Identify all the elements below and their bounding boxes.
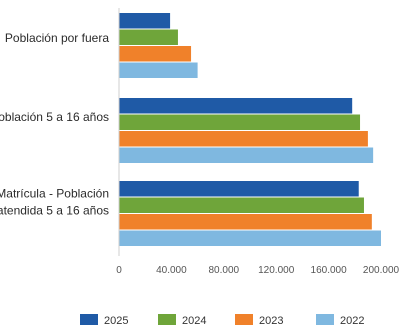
x-tick-label-2: 80.000 [209,265,240,276]
bar-2024-cat-1 [119,114,361,130]
category-labels: Población por fuera Población 5 a 16 años… [0,31,109,218]
x-tick-label-3: 120.000 [258,265,295,276]
x-tick-label-1: 40.000 [156,265,187,276]
legend-swatch-2024 [158,314,176,325]
bar-2025-cat-0 [119,13,171,29]
legend-label-2025: 2025 [104,315,128,327]
bar-2022-cat-2 [119,230,381,246]
x-tick-label-5: 200.000 [363,265,400,276]
bar-2025-cat-2 [119,181,359,197]
x-axis-ticks: 0 40.000 80.000 120.000 160.000 200.000 [116,265,399,276]
legend-swatch-2023 [235,314,253,325]
bars-group [119,13,381,246]
legend-swatch-2022 [316,314,334,325]
bar-2024-cat-2 [119,197,364,213]
category-label-0-line-0: Población por fuera [5,31,109,45]
bar-2022-cat-1 [119,147,374,163]
category-label-2-line-1: atendida 5 a 16 años [0,204,109,218]
legend-label-2022: 2022 [340,315,364,327]
legend-label-2024: 2024 [182,315,206,327]
legend: 2025 2024 2023 2022 [80,314,364,327]
legend-label-2023: 2023 [259,315,283,327]
legend-swatch-2025 [80,314,98,325]
x-tick-label-4: 160.000 [311,265,348,276]
bar-2023-cat-1 [119,131,368,147]
bar-2024-cat-0 [119,29,178,45]
bar-2022-cat-0 [119,62,198,78]
category-label-2-line-0: Matrícula - Población [0,187,109,201]
category-label-1-line-0: Población 5 a 16 años [0,110,109,124]
bar-2023-cat-2 [119,214,372,230]
bar-2023-cat-0 [119,46,192,62]
bar-2025-cat-1 [119,98,353,114]
x-tick-label-0: 0 [116,265,122,276]
